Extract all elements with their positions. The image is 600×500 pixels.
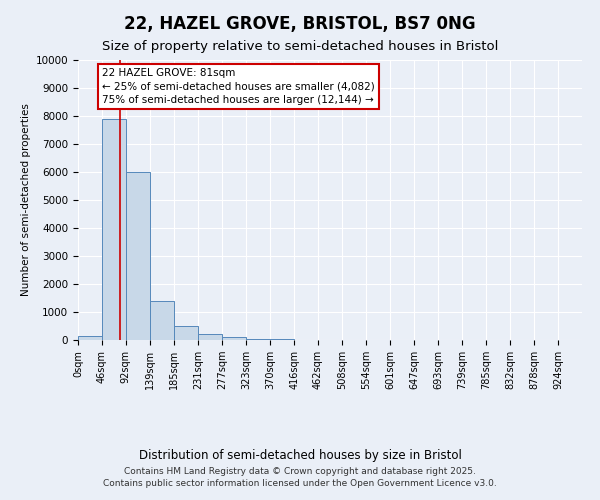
Y-axis label: Number of semi-detached properties: Number of semi-detached properties [22, 104, 31, 296]
Bar [102, 119, 126, 340]
Bar [174, 326, 198, 340]
Bar [246, 338, 270, 340]
Text: 22, HAZEL GROVE, BRISTOL, BS7 0NG: 22, HAZEL GROVE, BRISTOL, BS7 0NG [124, 15, 476, 33]
Text: 22 HAZEL GROVE: 81sqm
← 25% of semi-detached houses are smaller (4,082)
75% of s: 22 HAZEL GROVE: 81sqm ← 25% of semi-deta… [102, 68, 374, 105]
Text: Contains HM Land Registry data © Crown copyright and database right 2025.
Contai: Contains HM Land Registry data © Crown c… [103, 466, 497, 487]
Bar [198, 334, 222, 340]
Bar [222, 337, 246, 340]
Text: Size of property relative to semi-detached houses in Bristol: Size of property relative to semi-detach… [102, 40, 498, 53]
Bar [150, 301, 174, 340]
Text: Distribution of semi-detached houses by size in Bristol: Distribution of semi-detached houses by … [139, 448, 461, 462]
Bar [270, 339, 294, 340]
Bar [78, 336, 102, 340]
Bar [126, 172, 150, 340]
